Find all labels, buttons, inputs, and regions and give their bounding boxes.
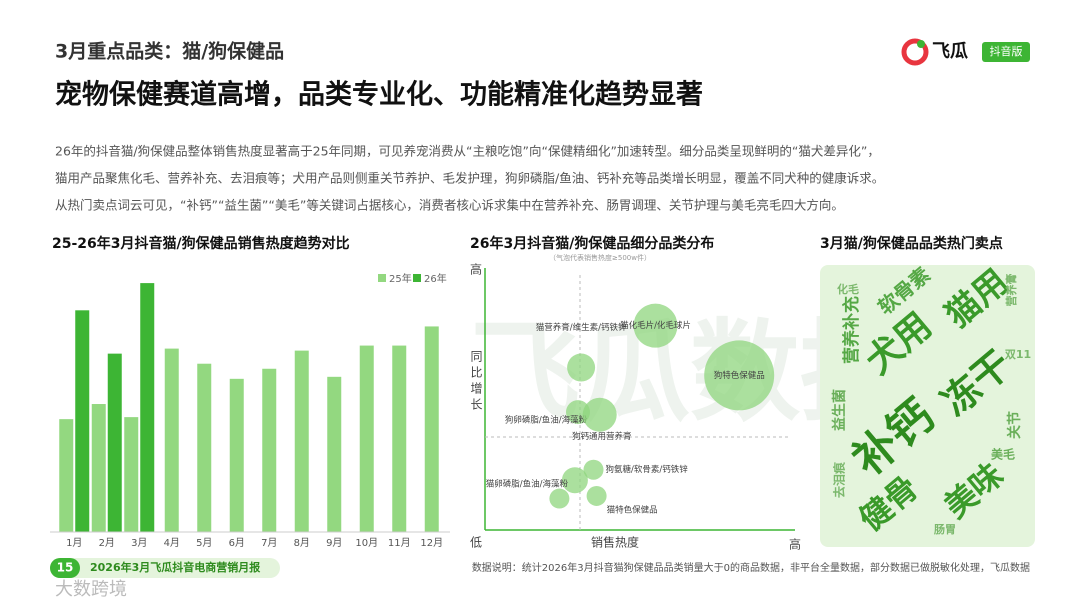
word: 双11 (1005, 348, 1031, 361)
y-axis-label: 同比增长 (469, 350, 483, 414)
bubble-label: 猫营养膏/维生素/钙铁锌 (536, 322, 627, 333)
x-tick-label: 6月 (229, 537, 245, 549)
x-tick-label: 12月 (420, 537, 443, 549)
summary-line: 从热门卖点词云可见，“补钙”“益生菌”“美毛”等关键词占据核心，消费者核心诉求集… (55, 198, 844, 213)
bubble-label: 猫特色保健品 (607, 504, 658, 515)
bar (75, 310, 90, 532)
bubble-label: 狗氨糖/软骨素/钙铁锌 (606, 464, 689, 475)
logo-badge: 抖音版 (990, 44, 1023, 58)
x-tick-label: 3月 (131, 537, 147, 549)
bar (91, 404, 106, 532)
chart-title: 26年3月抖音猫/狗保健品细分品类分布 (470, 235, 714, 252)
footer-pill (50, 558, 280, 578)
bubble-label: 狗钙通用营养膏 (572, 431, 632, 442)
legend-swatch (378, 274, 386, 282)
x-high-label: 高 (789, 537, 801, 552)
bar (392, 345, 407, 532)
word: 去泪痕 (832, 461, 847, 498)
data-note: 数据说明：统计2026年3月抖音猫狗保健品品类销量大于0的商品数据，非平台全量数… (472, 561, 1030, 574)
word: 营养补充 (841, 296, 862, 364)
report-name: 2026年3月飞瓜抖音电商营销月报 (90, 560, 261, 574)
logo-icon (901, 38, 929, 66)
logo-dot (917, 40, 925, 48)
chart-title: 3月猫/狗保健品品类热门卖点 (820, 235, 1003, 252)
logo-badge-bg (982, 42, 1030, 62)
bubble (704, 340, 775, 411)
bar (327, 376, 342, 532)
y-high-label: 高 (470, 262, 482, 277)
page-title: 宠物保健赛道高增，品类专业化、功能精准化趋势显著 (55, 79, 703, 111)
page-number: 15 (57, 561, 74, 575)
word: 营养膏 (1004, 274, 1018, 307)
axis-low-label: 低 (470, 536, 482, 550)
word: 化毛 (837, 282, 859, 296)
x-tick-label: 2月 (99, 537, 115, 549)
bubble (583, 459, 604, 480)
legend-label: 26年 (424, 272, 447, 285)
word: 肠胃 (934, 522, 956, 536)
page-badge (50, 558, 80, 578)
bar (359, 345, 374, 532)
bubble-label: 猫卵磷脂/鱼油/海藻粉 (486, 479, 569, 490)
bar (197, 363, 212, 532)
watermark: 大数跨境 (55, 579, 127, 600)
bubble (582, 397, 617, 432)
bubble (567, 353, 596, 382)
summary-line: 26年的抖音猫/狗保健品整体销售热度显著高于25年同期，可见养宠消费从“主粮吃饱… (55, 144, 880, 159)
bar (107, 353, 122, 532)
x-tick-label: 8月 (294, 537, 310, 549)
x-tick-label: 4月 (164, 537, 180, 549)
word: 益生菌 (831, 389, 848, 431)
section-title: 3月重点品类：猫/狗保健品 (55, 40, 284, 63)
bar (140, 283, 155, 532)
legend-label: 25年 (389, 272, 412, 285)
bar (124, 417, 139, 532)
word: 关节 (1006, 411, 1023, 439)
chart-subtitle: （气泡代表销售热度≥500w件） (549, 253, 651, 262)
word: 美毛 (991, 447, 1015, 462)
bar (59, 419, 74, 532)
bubble (561, 467, 588, 494)
wordcloud-panel (820, 265, 1035, 547)
summary-line: 猫用产品聚焦化毛、营养补充、去泪痕等；犬用产品则侧重关节养护、毛发护理，狗卵磷脂… (55, 171, 884, 186)
x-tick-label: 1月 (66, 537, 82, 549)
bubble (586, 485, 607, 506)
bubble (549, 488, 570, 509)
legend-swatch (413, 274, 421, 282)
bar (294, 350, 309, 532)
x-tick-label: 11月 (388, 537, 411, 549)
chart-title: 25-26年3月抖音猫/狗保健品销售热度趋势对比 (52, 235, 350, 252)
bubble (633, 303, 678, 348)
bar (164, 348, 179, 532)
bubble-label: 狗卵磷脂/鱼油/海藻粉 (505, 415, 588, 426)
x-tick-label: 10月 (355, 537, 378, 549)
x-tick-label: 9月 (326, 537, 342, 549)
bar (262, 368, 277, 532)
x-axis-label: 销售热度 (591, 535, 639, 550)
logo: 飞瓜 (932, 41, 968, 62)
bar (229, 378, 244, 532)
x-tick-label: 5月 (196, 537, 212, 549)
bar (424, 326, 439, 532)
bubble-label: 猫化毛片/化毛球片 (620, 320, 691, 331)
x-tick-label: 7月 (261, 537, 277, 549)
bubble-label: 狗特色保健品 (714, 370, 765, 381)
